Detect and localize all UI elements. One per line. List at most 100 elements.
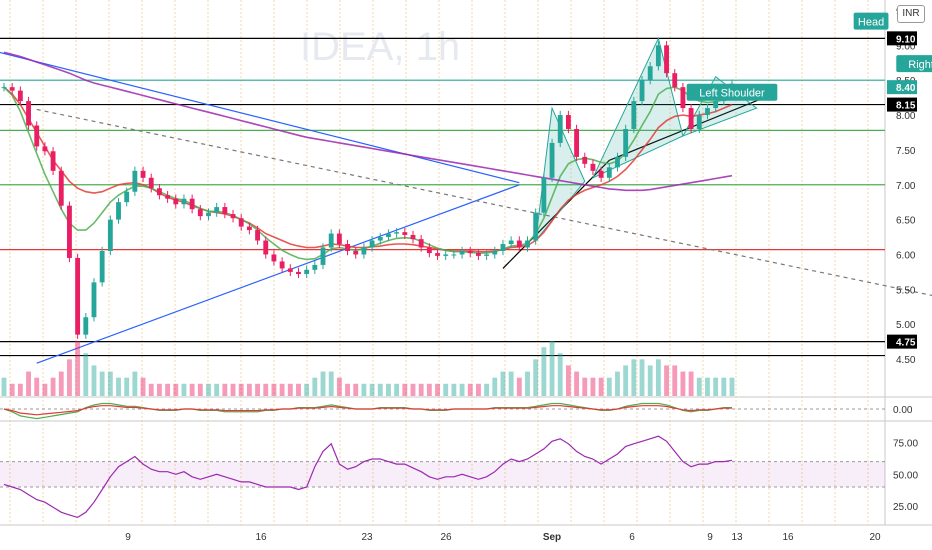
volume-bar [230,383,236,396]
candle-body [34,125,40,147]
candle-body [304,269,310,274]
symbol-watermark: IDEA, 1h [300,25,460,69]
volume-bar [132,371,138,396]
candle-body [230,214,236,219]
time-tick-label: 16 [255,532,267,543]
price-tick-label: 6.50 [896,216,916,227]
volume-bar [140,377,146,396]
candle-body [557,115,563,143]
candle-body [492,250,498,255]
candle-body [353,250,359,255]
candle-body [541,177,547,213]
rsi-tick-label: 25.00 [893,502,918,513]
volume-bar [647,365,653,396]
volume-bar [476,383,481,396]
volume-bar [255,383,260,396]
candle-body [377,237,383,241]
candle-body [42,146,48,152]
volume-bar [492,377,498,396]
candle-body [328,233,334,248]
volume-bar [1,377,7,396]
volume-bar [148,383,154,396]
candle-body [238,218,244,227]
volume-bar [467,383,473,396]
price-tag-label: 8.40 [896,83,916,94]
volume-bar [696,377,702,396]
volume-bar [639,359,645,396]
price-axis: 9.509.008.508.007.507.006.506.005.505.00… [887,6,918,513]
candle-body [500,244,506,251]
candle-body [713,101,719,109]
candle-body [287,268,293,272]
candle-body [426,247,432,254]
time-tick-label: 20 [869,532,881,543]
candle-body [50,151,56,171]
candle-body [590,163,596,171]
rsi-band [0,461,885,487]
rsi-line [3,435,733,519]
candle-body [173,198,179,205]
time-tick-label: 6 [629,532,635,543]
candle-body [83,317,89,335]
candle-body [1,87,7,89]
candle-body [705,108,710,116]
candle-body [647,66,653,81]
volume-bar [26,371,31,396]
candle-body [99,250,105,283]
candle-body [132,170,138,192]
moving-average-line [3,51,733,192]
volume-bar [99,371,105,396]
candle-body [606,167,612,178]
pattern-triangle [591,36,684,179]
candle-body [9,87,15,91]
volume-bar [369,383,375,396]
volume-bar [271,383,277,396]
candle-body [279,261,285,269]
candle-body [181,198,187,205]
rsi-tick-label: 75.00 [893,439,918,450]
price-tag-label: 9.10 [896,34,916,45]
volume-bar [500,371,506,396]
candle-body [140,170,146,178]
currency-badge[interactable]: INR [897,5,925,23]
price-tick-label: 5.00 [896,320,916,331]
candle-body [574,128,580,157]
volume-bar [664,365,669,396]
volume-bar [631,359,637,396]
volume-bar [525,371,530,396]
candle-body [582,156,588,164]
rsi-pane [0,435,885,519]
volume-bar [729,377,735,396]
volume-bar [304,383,310,396]
candle-body [369,240,375,248]
candle-body [459,250,465,255]
time-tick-label: 9 [125,532,131,543]
volume-bar [541,347,547,396]
candle-body [17,90,23,102]
price-tick-label: 6.00 [896,250,916,261]
volume-bar [91,365,97,396]
volume-bar [688,371,694,396]
moving-average-line [3,86,733,261]
candle-body [296,271,301,274]
candle-body [680,87,686,109]
volume-bar [263,383,269,396]
annotation-box [896,55,932,73]
candle-body [655,45,661,67]
volume-bar [533,359,539,396]
volume-bar [17,383,23,396]
candle-body [467,250,473,254]
time-tick-label: 23 [361,532,373,543]
volume-bar [705,377,710,396]
volume-bar [557,353,563,396]
volume-bar [402,383,408,396]
volume-bar [222,383,228,396]
candle-body [197,209,203,217]
volume-bar [42,383,48,396]
volume-bar [672,365,678,396]
candle-body [451,254,457,256]
candle-body [672,73,678,88]
time-tick-label: 9 [707,532,713,543]
volume-bar [394,383,400,396]
